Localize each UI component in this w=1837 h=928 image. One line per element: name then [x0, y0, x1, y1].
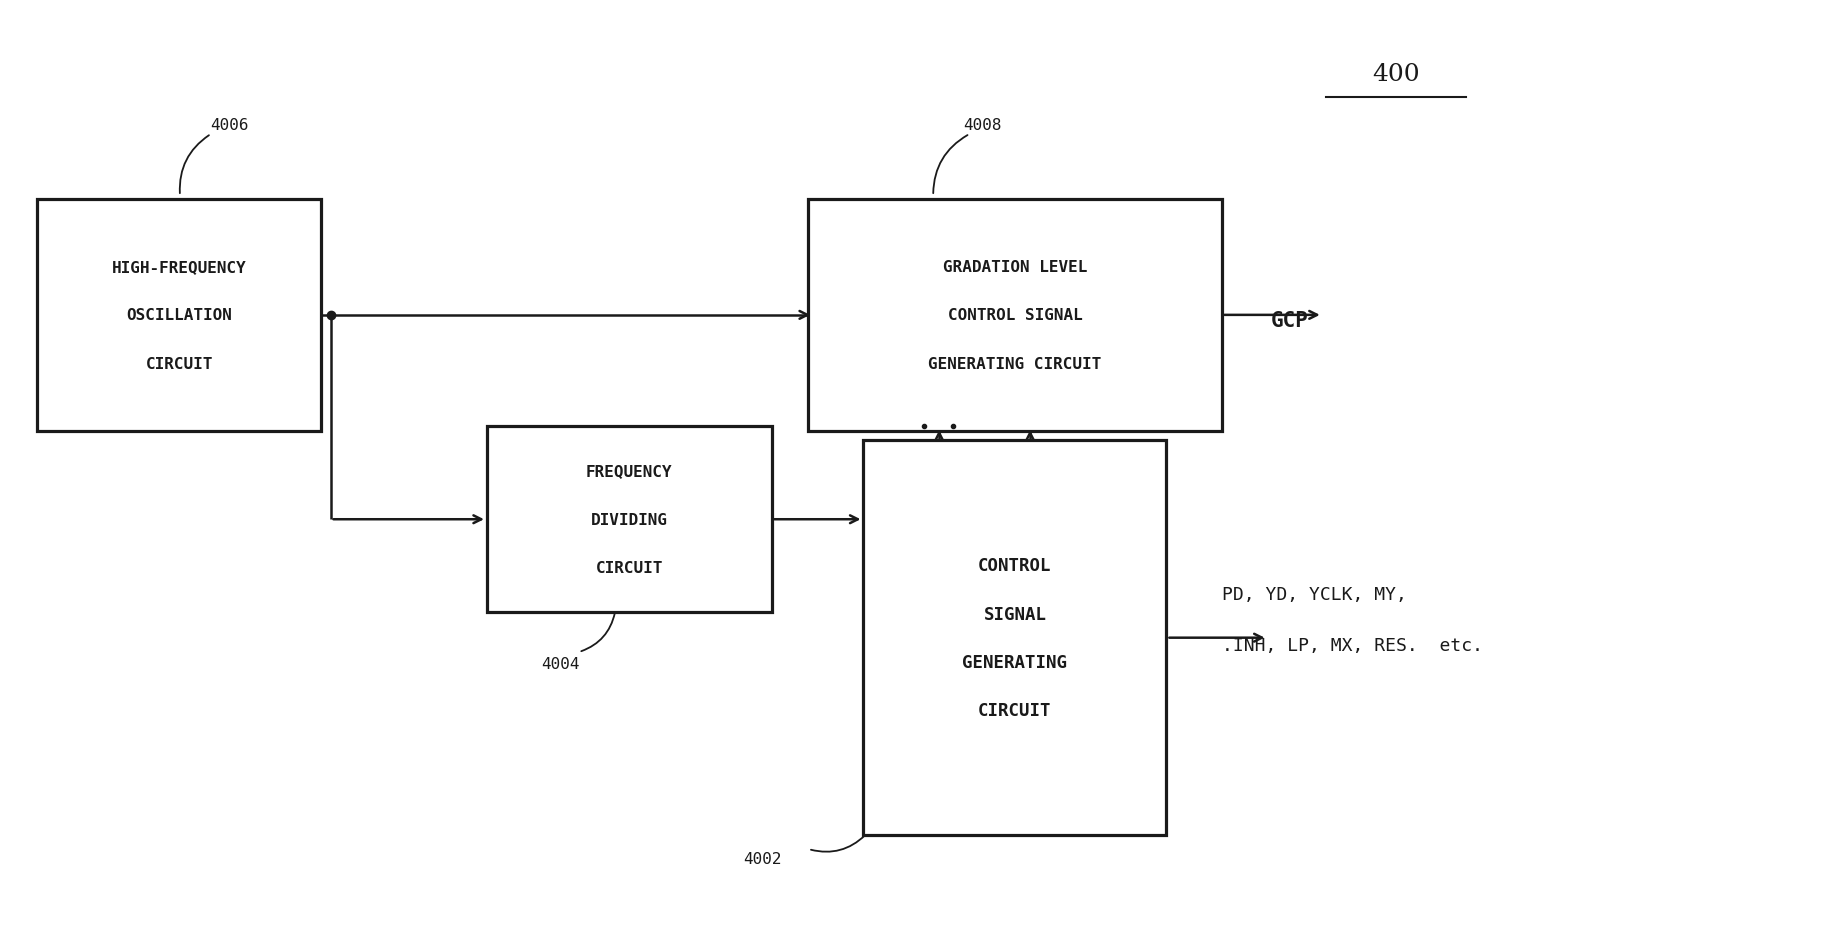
- Text: CONTROL: CONTROL: [977, 557, 1053, 574]
- Text: CIRCUIT: CIRCUIT: [977, 702, 1053, 719]
- Text: OSCILLATION: OSCILLATION: [127, 308, 231, 323]
- Text: 400: 400: [1372, 63, 1420, 85]
- Text: GRADATION LEVEL: GRADATION LEVEL: [942, 260, 1088, 275]
- Text: GENERATING: GENERATING: [963, 653, 1067, 671]
- Text: SIGNAL: SIGNAL: [983, 605, 1047, 623]
- Text: HIGH-FREQUENCY: HIGH-FREQUENCY: [112, 260, 246, 275]
- Text: CONTROL SIGNAL: CONTROL SIGNAL: [948, 308, 1082, 323]
- Text: CIRCUIT: CIRCUIT: [145, 356, 213, 371]
- Text: GENERATING CIRCUIT: GENERATING CIRCUIT: [928, 356, 1102, 371]
- Text: 4002: 4002: [744, 851, 781, 866]
- Text: DIVIDING: DIVIDING: [592, 512, 667, 527]
- Text: 4006: 4006: [211, 118, 248, 133]
- Text: FREQUENCY: FREQUENCY: [586, 464, 672, 479]
- Bar: [808, 200, 1222, 432]
- Text: GCP: GCP: [1271, 310, 1310, 330]
- Bar: [863, 441, 1166, 835]
- Text: CIRCUIT: CIRCUIT: [595, 561, 663, 575]
- Bar: [37, 200, 321, 432]
- Text: .INH, LP, MX, RES.  etc.: .INH, LP, MX, RES. etc.: [1222, 636, 1482, 654]
- Text: 4004: 4004: [542, 656, 579, 671]
- Text: 4008: 4008: [964, 118, 1001, 133]
- Bar: [487, 427, 772, 612]
- Text: PD, YD, YCLK, MY,: PD, YD, YCLK, MY,: [1222, 585, 1407, 603]
